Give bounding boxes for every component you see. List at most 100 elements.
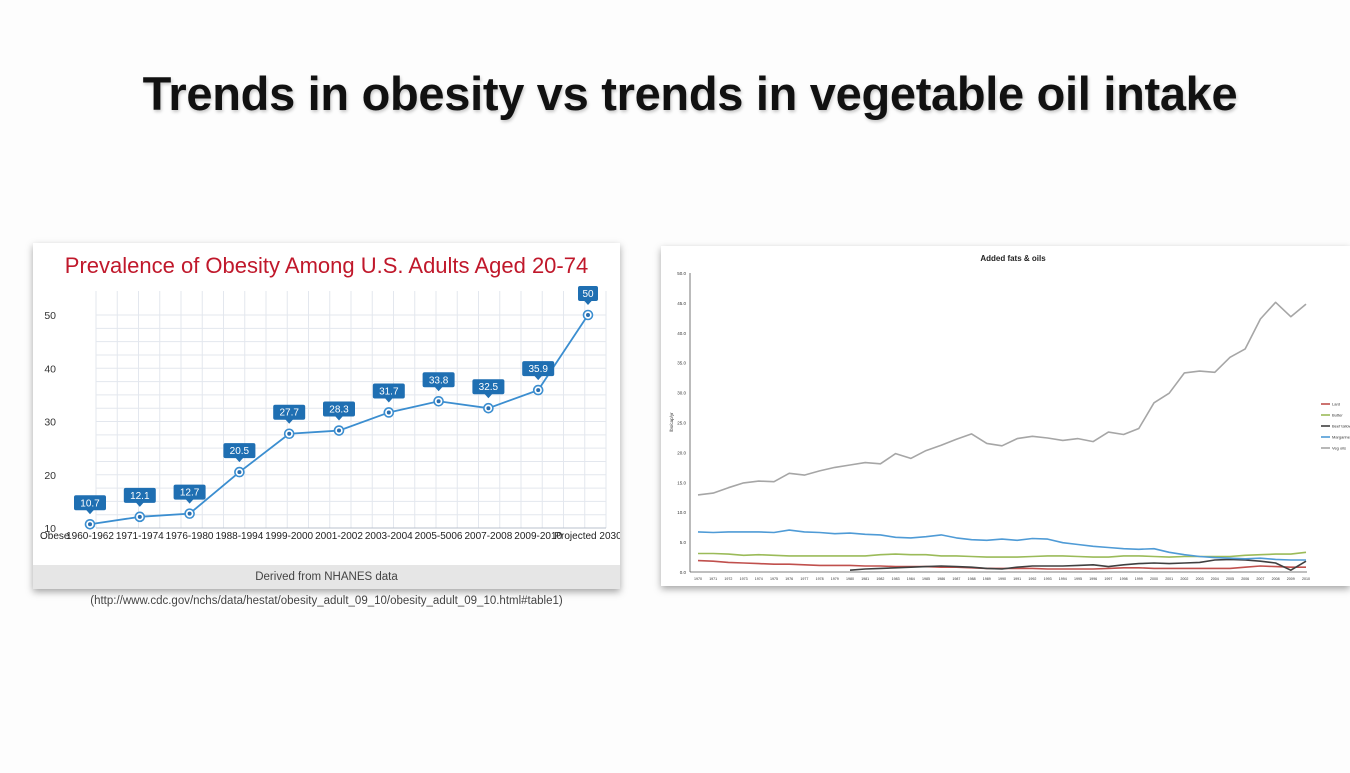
obesity-chart-panel: Prevalence of Obesity Among U.S. Adults … bbox=[33, 243, 620, 607]
x-tick-label: 1987 bbox=[952, 577, 960, 581]
y-tick-label: 50.0 bbox=[677, 271, 686, 276]
data-point bbox=[184, 508, 195, 519]
x-tick-label: 1988-1994 bbox=[215, 531, 263, 542]
y-tick-label: 30 bbox=[44, 417, 56, 429]
data-point bbox=[283, 428, 295, 440]
svg-text:Lard: Lard bbox=[1332, 402, 1340, 407]
slide-title: Trends in obesity vs trends in vegetable… bbox=[142, 67, 1238, 120]
data-label: 33.8 bbox=[422, 372, 455, 392]
x-tick-label: 1999 bbox=[1135, 577, 1143, 581]
data-label: 10.7 bbox=[74, 495, 106, 515]
x-tick-label: 2010 bbox=[1302, 577, 1310, 581]
x-tick-label: 1988 bbox=[968, 577, 976, 581]
data-point bbox=[433, 395, 444, 407]
series-line-butter bbox=[698, 551, 1307, 558]
fats-y-axis-label: lbs/cap/yr bbox=[669, 412, 674, 432]
legend-item: Veg oils bbox=[1321, 446, 1346, 451]
series-line-veg-oils bbox=[697, 301, 1307, 496]
x-tick-label: 2003-2004 bbox=[365, 531, 413, 542]
x-tick-label: 1989 bbox=[983, 577, 991, 581]
y-tick-label: 45.0 bbox=[677, 301, 686, 306]
x-tick-label: 2000 bbox=[1150, 577, 1158, 581]
data-point bbox=[134, 511, 146, 523]
y-tick-label: 20.0 bbox=[677, 450, 686, 455]
x-tick-label: 2002 bbox=[1180, 577, 1188, 581]
x-tick-label: 2008 bbox=[1272, 577, 1280, 581]
x-tick-label: 2007 bbox=[1256, 577, 1264, 581]
x-tick-label: 1977 bbox=[800, 577, 808, 581]
x-tick-label: 1971 bbox=[709, 577, 717, 581]
svg-text:12.1: 12.1 bbox=[130, 491, 150, 502]
x-tick-label: 2009 bbox=[1287, 577, 1295, 581]
x-tick-label: 1992 bbox=[1028, 577, 1036, 581]
x-tick-label: 2001-2002 bbox=[315, 531, 363, 542]
x-tick-label: 1971-1974 bbox=[116, 531, 164, 542]
x-tick-label: 1984 bbox=[907, 577, 915, 581]
x-tick-label: 1999-2000 bbox=[265, 531, 313, 542]
x-tick-label: 1996 bbox=[1089, 577, 1097, 581]
data-label: 35.9 bbox=[522, 361, 555, 381]
data-point bbox=[383, 407, 395, 418]
data-point bbox=[333, 425, 345, 436]
svg-text:Margarine: Margarine bbox=[1332, 435, 1350, 440]
obesity-chart-footer: Derived from NHANES data (http://www.cdc… bbox=[33, 565, 620, 607]
y-tick-label: 10 bbox=[44, 523, 56, 535]
fats-oils-chart: Added fats & oils 0.0 5.0 10.0 15.0 20.0 25.0 3… bbox=[669, 254, 1350, 581]
svg-text:50: 50 bbox=[582, 289, 594, 300]
x-tick-label: 1974 bbox=[755, 577, 763, 581]
y-tick-label: 20 bbox=[44, 470, 56, 482]
data-point bbox=[483, 402, 494, 414]
x-tick-label: 1986 bbox=[937, 577, 945, 581]
svg-text:Veg oils: Veg oils bbox=[1332, 446, 1346, 451]
x-tick-label: 1982 bbox=[876, 577, 884, 581]
x-tick-label: 1973 bbox=[740, 577, 748, 581]
x-tick-label: 1980 bbox=[846, 577, 854, 581]
data-label: 20.5 bbox=[223, 443, 256, 463]
x-tick-label: 1981 bbox=[861, 577, 869, 581]
y-tick-label: 15.0 bbox=[677, 480, 686, 485]
x-tick-label: 1978 bbox=[816, 577, 824, 581]
y-tick-label: 35.0 bbox=[677, 361, 686, 366]
x-tick-label: 1970 bbox=[694, 577, 702, 581]
legend-item: Lard bbox=[1321, 402, 1340, 407]
series-line-beef-tallow bbox=[849, 558, 1307, 571]
svg-text:Butter: Butter bbox=[1332, 413, 1343, 418]
x-tick-label: 1994 bbox=[1059, 577, 1067, 581]
x-tick-label: 2003 bbox=[1196, 577, 1204, 581]
svg-text:32.5: 32.5 bbox=[479, 382, 499, 393]
x-tick-label: 1972 bbox=[724, 577, 732, 581]
svg-text:33.8: 33.8 bbox=[429, 375, 449, 386]
x-tick-label: 1960-1962 bbox=[66, 531, 114, 542]
x-tick-label: 2006 bbox=[1241, 577, 1249, 581]
data-label: 31.7 bbox=[372, 383, 405, 403]
data-point bbox=[84, 518, 96, 530]
data-label: 32.5 bbox=[472, 379, 505, 399]
x-tick-label: 2007-2008 bbox=[464, 531, 512, 542]
series-line-margarine bbox=[697, 529, 1306, 561]
y-tick-label: 50 bbox=[44, 310, 56, 322]
x-tick-label: 1991 bbox=[1013, 577, 1021, 581]
x-tick-label: 2005-5006 bbox=[415, 531, 463, 542]
y-tick-label: 40.0 bbox=[677, 331, 686, 336]
x-axis-prefix-label: Obese bbox=[40, 531, 70, 542]
data-label: 50 bbox=[578, 286, 598, 305]
y-tick-label: 25.0 bbox=[677, 421, 686, 426]
svg-text:28.3: 28.3 bbox=[329, 405, 349, 416]
svg-text:20.5: 20.5 bbox=[230, 446, 250, 457]
obesity-chart-title: Prevalence of Obesity Among U.S. Adults … bbox=[64, 253, 589, 278]
svg-text:10.7: 10.7 bbox=[80, 498, 100, 509]
y-tick-label: 0.0 bbox=[680, 570, 687, 575]
legend-item: Beef tallow bbox=[1321, 424, 1350, 429]
x-tick-label: 1975 bbox=[770, 577, 778, 581]
y-tick-label: 40 bbox=[44, 363, 56, 375]
x-tick-label: 1998 bbox=[1120, 577, 1128, 581]
x-tick-label: 2004 bbox=[1211, 577, 1219, 581]
x-tick-label: 1993 bbox=[1044, 577, 1052, 581]
x-tick-label: 1983 bbox=[892, 577, 900, 581]
x-tick-label: 2001 bbox=[1165, 577, 1173, 581]
y-tick-label: 5.0 bbox=[680, 540, 687, 545]
x-tick-label: 2009-2010 bbox=[514, 531, 562, 542]
data-point bbox=[234, 466, 245, 478]
fats-oils-chart-panel: Added fats & oils 0.0 5.0 10.0 15.0 20.0 25.0 3… bbox=[661, 246, 1350, 586]
